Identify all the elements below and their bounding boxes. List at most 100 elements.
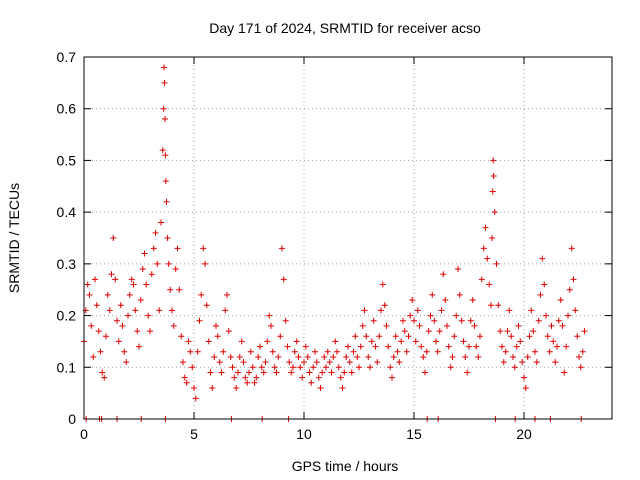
data-point [110, 235, 117, 241]
data-point [137, 297, 144, 304]
data-point [462, 353, 469, 360]
data-point [568, 245, 575, 252]
data-point [328, 369, 335, 376]
data-point [411, 317, 417, 324]
data-point [317, 384, 324, 391]
data-point [403, 348, 410, 355]
data-point [126, 291, 133, 298]
data-point [335, 364, 342, 371]
data-point [220, 348, 227, 355]
data-point [159, 147, 166, 154]
data-point [451, 333, 458, 340]
data-point [181, 374, 188, 381]
data-point [480, 245, 487, 252]
data-point [306, 369, 313, 376]
data-point [521, 374, 527, 381]
data-point [517, 338, 524, 345]
data-point [466, 343, 472, 350]
data-point [484, 255, 491, 262]
data-point [225, 328, 232, 335]
data-point [266, 312, 273, 319]
data-point [370, 317, 377, 324]
data-point [467, 317, 474, 324]
data-point [191, 384, 197, 391]
data-point [279, 245, 285, 252]
data-point [423, 348, 430, 355]
data-point [187, 348, 194, 355]
grid-lines [84, 57, 612, 419]
data-point [376, 333, 383, 340]
data-point [128, 276, 135, 283]
data-point [216, 359, 223, 366]
data-point [319, 369, 326, 376]
data-point [414, 307, 421, 314]
data-point [488, 302, 494, 309]
data-point [425, 328, 432, 335]
data-point [405, 333, 412, 340]
data-point [478, 276, 485, 283]
data-point [324, 348, 331, 355]
data-point [447, 364, 454, 371]
data-point [213, 322, 219, 329]
data-point [510, 353, 516, 360]
data-point [378, 307, 384, 314]
data-point [513, 343, 520, 350]
data-point [570, 276, 577, 283]
data-point [412, 338, 419, 345]
data-point [436, 328, 443, 335]
data-point [387, 364, 394, 371]
data-point [427, 312, 434, 319]
data-point [117, 302, 124, 309]
data-point [121, 348, 128, 355]
data-point [508, 333, 515, 340]
data-point [420, 353, 427, 360]
data-point [385, 343, 392, 350]
data-point [198, 291, 205, 298]
data-point [563, 343, 570, 350]
data-point [407, 312, 414, 319]
x-tick-label: 15 [406, 426, 422, 442]
data-point [522, 384, 529, 391]
data-point [293, 338, 300, 345]
data-point [280, 276, 287, 283]
data-point [438, 307, 445, 314]
data-point [579, 348, 586, 355]
data-point [313, 359, 320, 366]
data-point [434, 348, 441, 355]
data-point [367, 364, 373, 371]
data-point [350, 348, 357, 355]
data-point [251, 379, 258, 386]
data-point [460, 338, 467, 345]
data-point [323, 364, 329, 371]
data-point [154, 260, 161, 267]
data-point [473, 343, 480, 350]
data-point [544, 333, 551, 340]
data-point [211, 353, 218, 360]
data-point [114, 317, 120, 324]
data-point [257, 343, 263, 350]
data-point [207, 369, 214, 376]
data-point [321, 353, 328, 360]
data-point [383, 322, 390, 329]
data-point [119, 322, 126, 329]
data-point [104, 291, 111, 298]
data-point [194, 348, 201, 355]
data-point [499, 343, 505, 350]
y-tick-label: 0.3 [57, 256, 77, 272]
data-point [390, 353, 397, 360]
data-point [493, 260, 500, 267]
data-point [431, 317, 438, 324]
data-point [161, 64, 168, 71]
data-point [449, 353, 456, 360]
data-point [471, 322, 478, 329]
data-point [132, 307, 139, 314]
data-point [502, 348, 509, 355]
data-point [205, 338, 212, 345]
data-point [543, 312, 549, 319]
data-point [185, 338, 192, 345]
data-point [455, 266, 461, 273]
data-point [162, 178, 169, 185]
data-point [332, 338, 339, 345]
data-point [365, 353, 372, 360]
data-point [103, 333, 109, 340]
